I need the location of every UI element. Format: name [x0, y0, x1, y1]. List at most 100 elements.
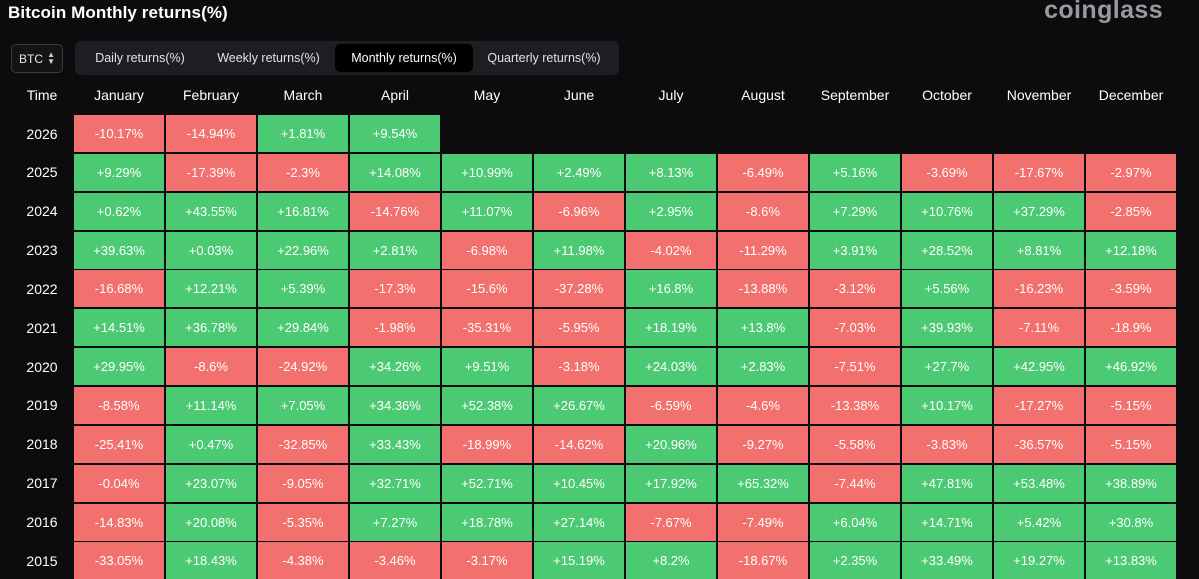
return-cell: +8.2% [626, 542, 716, 579]
return-cell: -6.59% [626, 386, 716, 424]
return-cell: +2.49% [534, 153, 624, 191]
return-cell: +30.8% [1086, 503, 1176, 541]
return-cell: -6.98% [442, 231, 532, 269]
return-cell: -24.92% [258, 348, 348, 386]
return-cell: +53.48% [994, 464, 1084, 502]
return-cell: -8.58% [74, 386, 164, 424]
return-cell: +16.81% [258, 192, 348, 230]
return-cell: -4.38% [258, 542, 348, 579]
column-header-october: October [922, 87, 972, 103]
return-cell: -14.62% [534, 425, 624, 463]
return-cell: +26.67% [534, 386, 624, 424]
return-cell: +5.56% [902, 270, 992, 308]
return-cell: -2.97% [1086, 153, 1176, 191]
column-header-september: September [820, 87, 890, 103]
return-cell: +18.43% [166, 542, 256, 579]
return-cell: -18.9% [1086, 309, 1176, 347]
return-cell: +15.19% [534, 542, 624, 579]
return-cell: -32.85% [258, 425, 348, 463]
tab-quarterly-returns[interactable]: Quarterly returns(%) [487, 51, 601, 65]
return-cell: +2.95% [626, 192, 716, 230]
column-header-june: June [563, 87, 595, 103]
return-cell: -4.6% [718, 386, 808, 424]
return-cell: +14.51% [74, 309, 164, 347]
return-cell: +10.99% [442, 153, 532, 191]
return-cell: +36.78% [166, 309, 256, 347]
return-cell: -9.27% [718, 425, 808, 463]
return-cell: +24.03% [626, 348, 716, 386]
return-cell: +38.89% [1086, 464, 1176, 502]
column-header-december: December [1098, 87, 1164, 103]
return-cell: +9.51% [442, 348, 532, 386]
return-cell: +12.21% [166, 270, 256, 308]
row-year: 2017 [26, 475, 58, 492]
return-cell: +27.14% [534, 503, 624, 541]
return-cell: +27.7% [902, 348, 992, 386]
return-cell: -14.94% [166, 115, 256, 152]
return-cell: +18.78% [442, 503, 532, 541]
return-cell: -14.83% [74, 503, 164, 541]
return-cell: +65.32% [718, 464, 808, 502]
column-header-time: Time [26, 87, 58, 103]
return-cell: +43.55% [166, 192, 256, 230]
return-cell: +20.96% [626, 425, 716, 463]
return-cell: -17.39% [166, 153, 256, 191]
return-cell: +17.92% [626, 464, 716, 502]
return-cell: -14.76% [350, 192, 440, 230]
return-cell: -5.35% [258, 503, 348, 541]
tab-daily-returns[interactable]: Daily returns(%) [95, 51, 185, 65]
column-header-april: April [380, 87, 409, 103]
return-cell: -1.98% [350, 309, 440, 347]
return-cell: -3.83% [902, 425, 992, 463]
column-header-november: November [1006, 87, 1072, 103]
return-cell: +37.29% [994, 192, 1084, 230]
return-cell: -2.3% [258, 153, 348, 191]
column-header-january: January [94, 87, 144, 103]
column-header-march: March [283, 87, 323, 103]
row-year: 2020 [26, 358, 58, 375]
return-cell: +33.49% [902, 542, 992, 579]
tab-monthly-returns[interactable]: Monthly returns(%) [335, 44, 473, 72]
return-cell: +2.35% [810, 542, 900, 579]
return-cell: -3.18% [534, 348, 624, 386]
return-cell: -5.58% [810, 425, 900, 463]
return-cell: -17.27% [994, 386, 1084, 424]
return-cell: +39.63% [74, 231, 164, 269]
period-tabs: Daily returns(%) Weekly returns(%) Month… [75, 41, 619, 75]
return-cell: -6.96% [534, 192, 624, 230]
return-cell: +29.84% [258, 309, 348, 347]
coin-select[interactable]: BTC ▲ ▼ [11, 44, 63, 73]
brand-logo: coinglass [1044, 0, 1163, 24]
return-cell: -7.51% [810, 348, 900, 386]
return-cell: +9.29% [74, 153, 164, 191]
return-cell: +0.62% [74, 192, 164, 230]
return-cell: -7.67% [626, 503, 716, 541]
return-cell: -18.99% [442, 425, 532, 463]
return-cell: +47.81% [902, 464, 992, 502]
return-cell: -8.6% [718, 192, 808, 230]
row-year: 2024 [26, 203, 58, 220]
row-year: 2019 [26, 397, 58, 414]
row-year: 2026 [26, 125, 58, 142]
return-cell: -3.12% [810, 270, 900, 308]
return-cell: +10.76% [902, 192, 992, 230]
return-cell: +9.54% [350, 115, 440, 152]
return-cell: -17.67% [994, 153, 1084, 191]
return-cell: +0.03% [166, 231, 256, 269]
return-cell: +6.04% [810, 503, 900, 541]
return-cell: +8.13% [626, 153, 716, 191]
return-cell: -3.69% [902, 153, 992, 191]
return-cell: -16.23% [994, 270, 1084, 308]
return-cell: -5.95% [534, 309, 624, 347]
return-cell: +33.43% [350, 425, 440, 463]
return-cell: -3.59% [1086, 270, 1176, 308]
return-cell: +3.91% [810, 231, 900, 269]
return-cell: +20.08% [166, 503, 256, 541]
column-header-may: May [473, 87, 501, 103]
return-cell: +19.27% [994, 542, 1084, 579]
tab-weekly-returns[interactable]: Weekly returns(%) [217, 51, 320, 65]
coin-select-value: BTC [19, 51, 43, 66]
return-cell: +34.26% [350, 348, 440, 386]
return-cell: +29.95% [74, 348, 164, 386]
return-cell: -7.49% [718, 503, 808, 541]
